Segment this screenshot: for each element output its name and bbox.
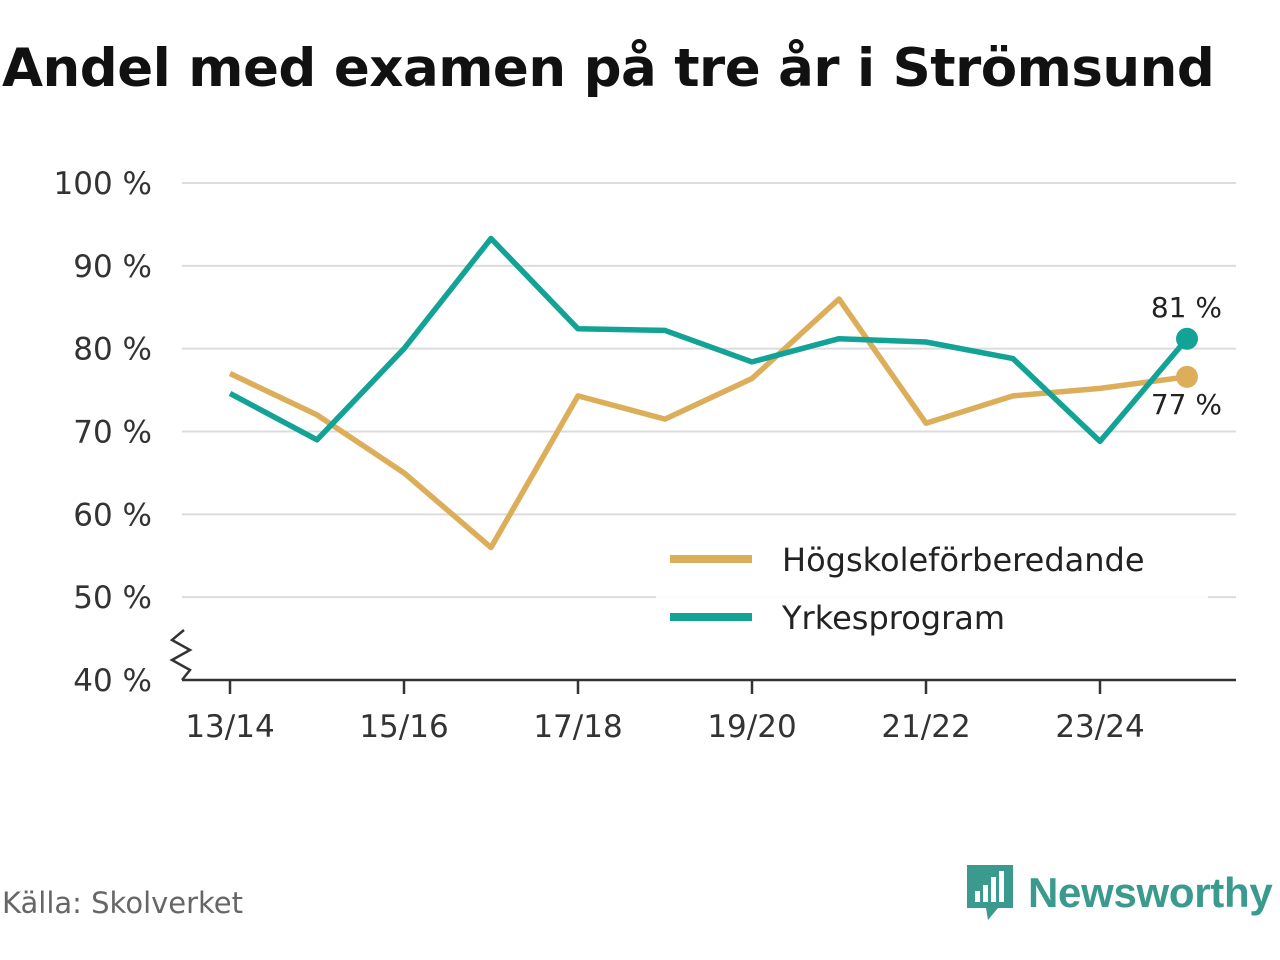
series-end-point (1176, 365, 1198, 388)
series-line (228, 235, 1190, 445)
axis-break-icon (169, 629, 193, 681)
newsworthy-logo-icon (967, 865, 1013, 920)
x-tick-label: 23/24 (1055, 709, 1144, 745)
x-tick-label: 19/20 (707, 709, 796, 745)
legend-label: Yrkesprogram (781, 599, 1005, 637)
y-tick-label: 70 % (73, 415, 152, 451)
y-tick-label: 40 % (73, 663, 152, 699)
x-tick-label: 13/14 (185, 709, 274, 745)
series-lines (228, 235, 1198, 551)
y-tick-label: 60 % (73, 497, 152, 533)
end-value-label: 81 % (1151, 291, 1222, 324)
legend-box (656, 526, 1208, 646)
source-note: Källa: Skolverket (2, 886, 244, 920)
x-tick-label: 17/18 (533, 709, 622, 745)
y-tick-label: 90 % (73, 249, 152, 285)
y-tick-label: 100 % (54, 166, 152, 202)
series-end-point (1176, 327, 1198, 350)
brand-logo[interactable]: Newsworthy (964, 862, 1273, 924)
y-tick-label: 50 % (73, 580, 152, 616)
legend: Högskoleförberedande Yrkesprogram (656, 526, 1208, 646)
end-value-label: 77 % (1151, 388, 1222, 421)
x-tick-label: 15/16 (359, 709, 448, 745)
series-line (228, 296, 1188, 551)
end-labels: 77 % 81 % (1151, 291, 1222, 421)
legend-label: Högskoleförberedande (782, 541, 1145, 579)
x-axis-ticks: 13/14 15/16 17/18 19/20 21/22 23/24 (185, 680, 1145, 745)
x-tick-label: 21/22 (881, 709, 970, 745)
chart-title: Andel med examen på tre år i Strömsund (2, 38, 1215, 99)
y-axis-ticks: 40 % 50 % 60 % 70 % 80 % 90 % 100 % (54, 166, 193, 699)
brand-name: Newsworthy (1028, 869, 1273, 916)
y-tick-label: 80 % (73, 332, 152, 368)
